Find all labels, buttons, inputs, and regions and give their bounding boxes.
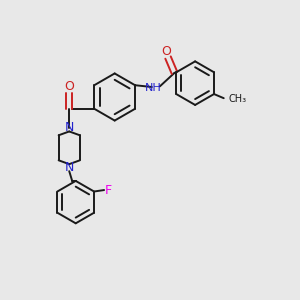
Text: CH₃: CH₃	[229, 94, 247, 104]
Text: N: N	[64, 122, 74, 134]
Text: F: F	[105, 184, 112, 196]
Text: N: N	[64, 161, 74, 174]
Text: O: O	[162, 45, 172, 58]
Text: O: O	[64, 80, 74, 93]
Text: NH: NH	[145, 82, 162, 93]
